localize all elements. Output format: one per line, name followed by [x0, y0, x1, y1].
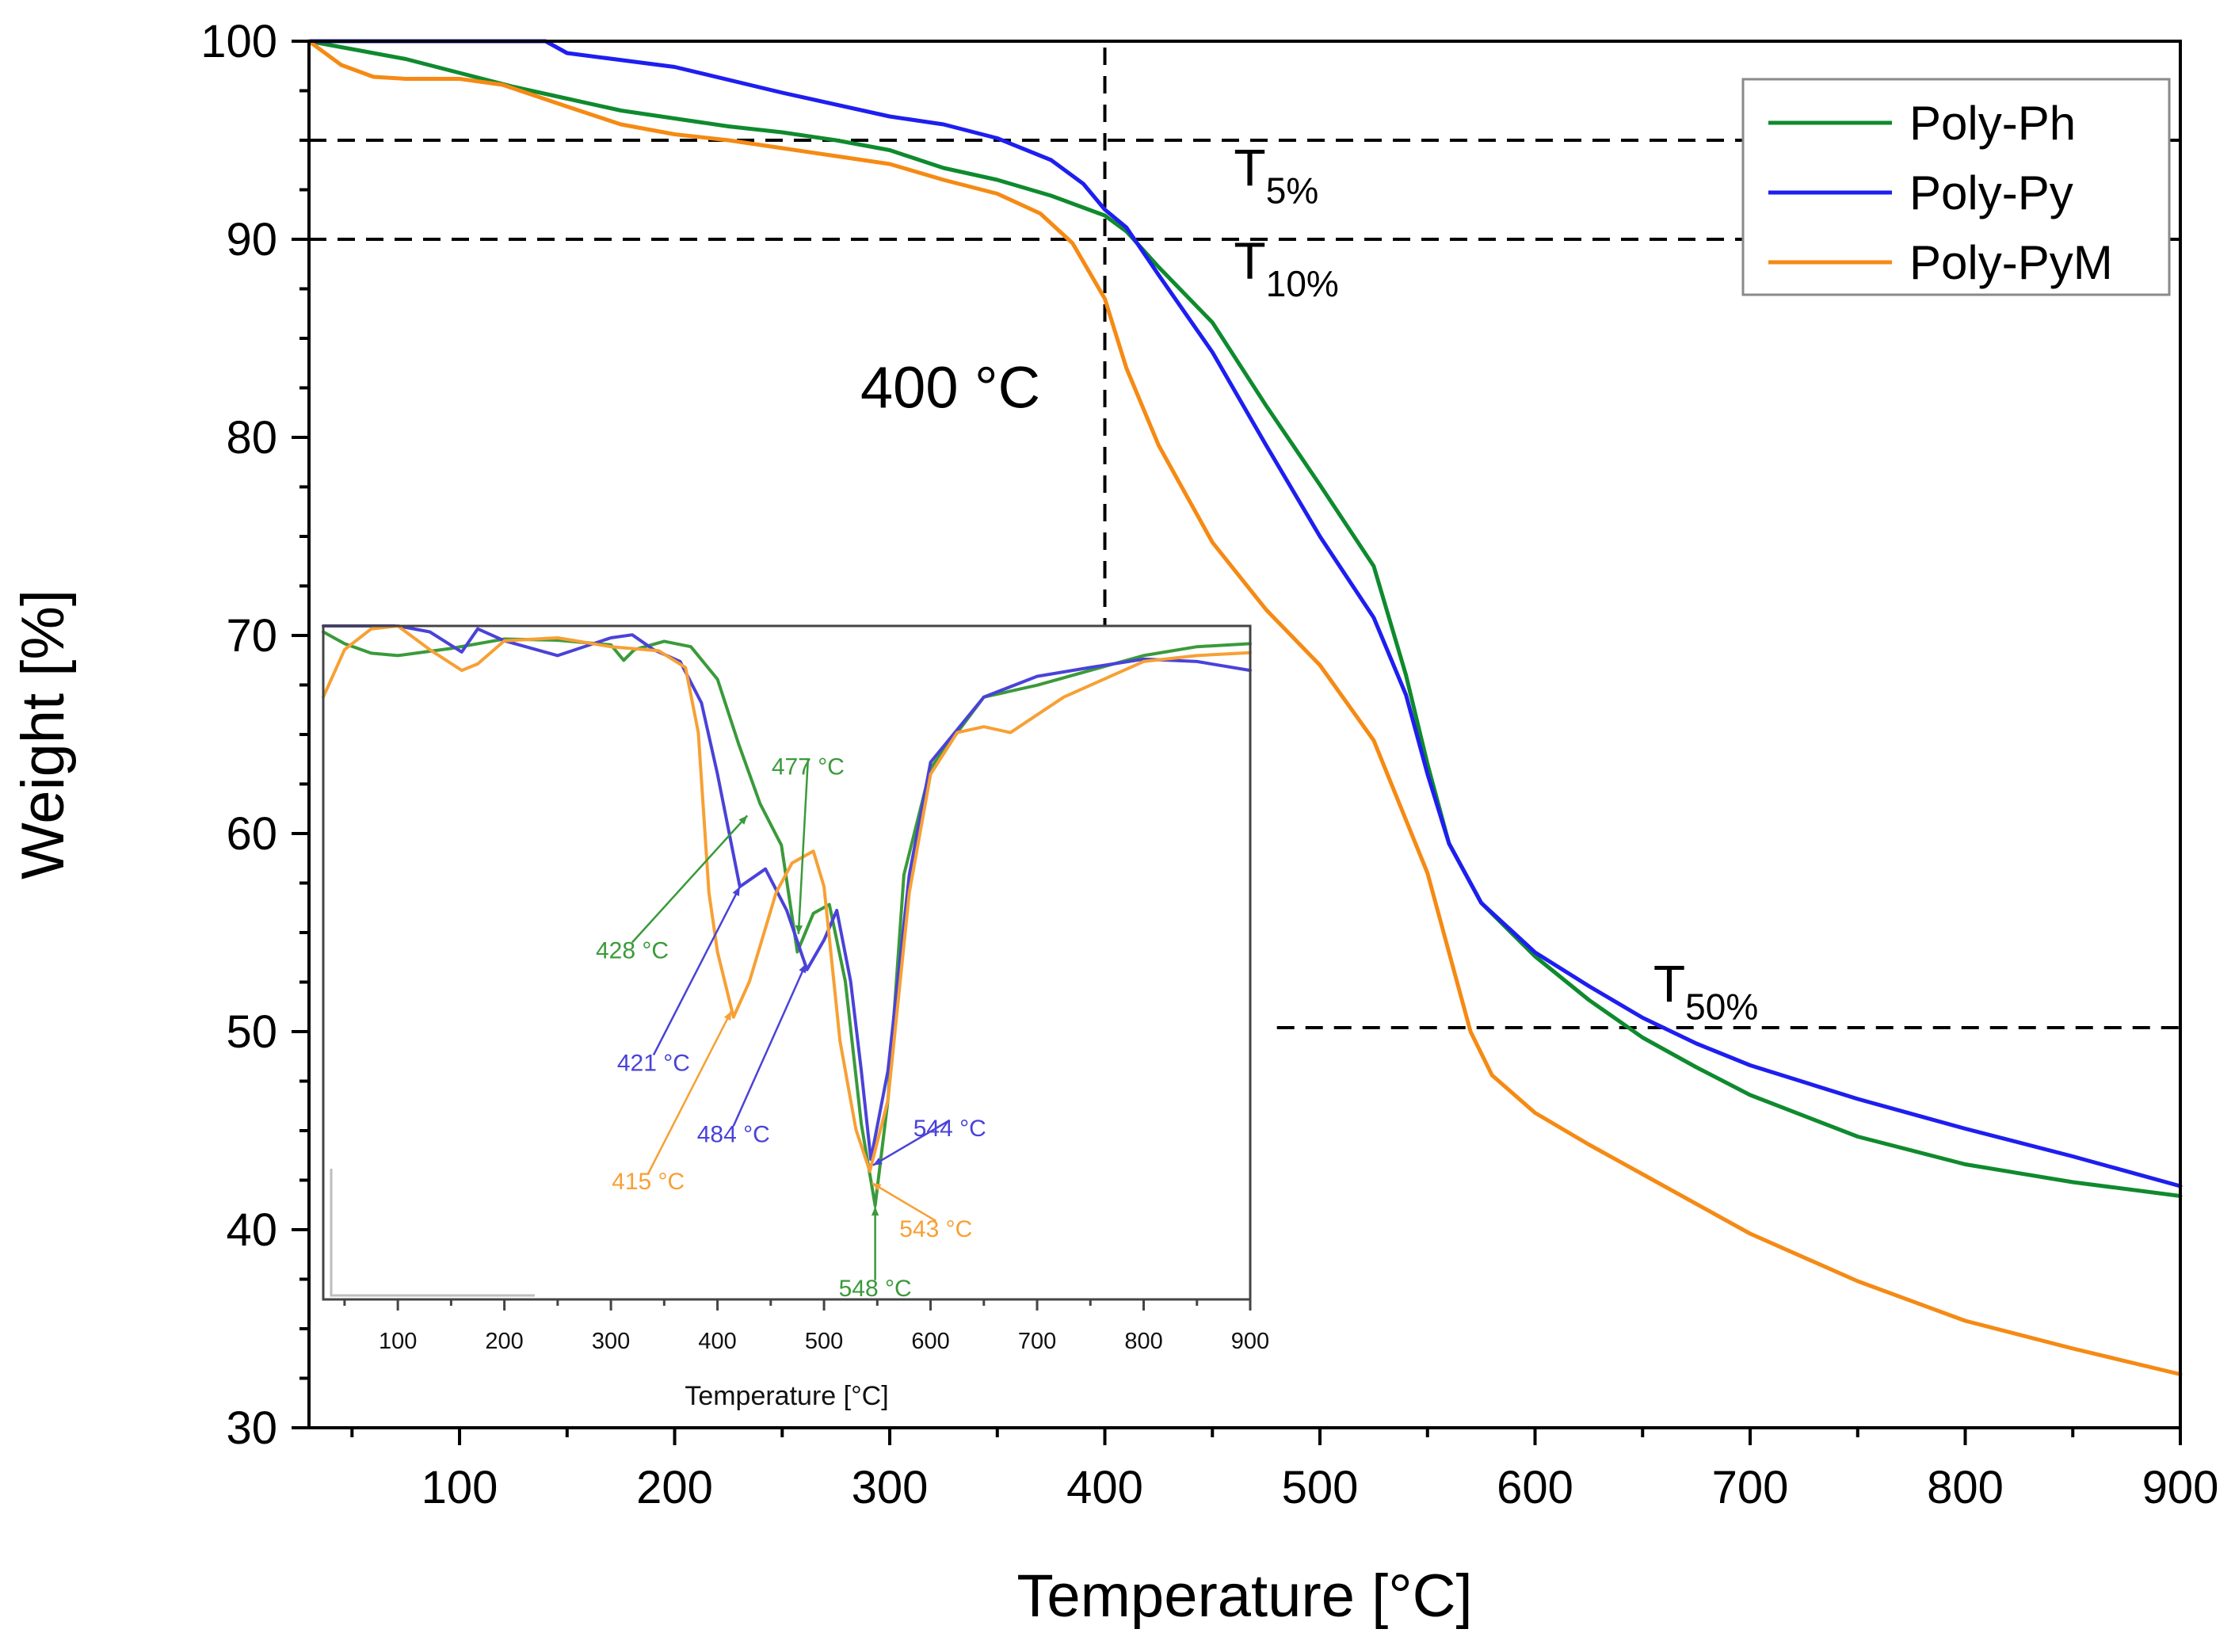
peak-arrowhead [795, 925, 803, 934]
peak-arrowhead [872, 1158, 883, 1166]
inset-axes: 100 200 300 400 500 600 700 800 900 Temperature [… [322, 624, 1269, 1411]
peak-arrowhead [738, 815, 748, 825]
legend: Poly-Ph Poly-Py Poly-PyM [1741, 78, 2171, 296]
peak-arrowhead [871, 1183, 882, 1191]
label-t10: T10% [1234, 231, 1338, 304]
inset-dtg-chart: 100 200 300 400 500 600 700 800 900 Temperature [… [322, 624, 1269, 1411]
inset-bracket [330, 1169, 535, 1297]
x-tick-label: 800 [1927, 1462, 2004, 1513]
y-tick-label: 70 [226, 610, 277, 662]
x-tick-label: 300 [852, 1462, 929, 1513]
series-line-poly-pym [307, 39, 2183, 1376]
inset-peak-labels: 428 °C 477 °C 421 °C 484 °C 544 °C 415 °C 543 … [596, 754, 986, 1302]
x-axis-title: Temperature [°C] [1016, 1562, 1472, 1630]
series-line-poly-py [307, 39, 2183, 1188]
label-t50: T50% [1653, 955, 1758, 1028]
label-t50-sub: 50% [1685, 986, 1758, 1028]
y-tick-label: 30 [226, 1402, 277, 1454]
label-v400: 400 °C [860, 355, 1040, 421]
x-tick-label: 900 [2142, 1462, 2219, 1513]
y-tick-label: 40 [226, 1204, 277, 1256]
label-t50-main: T [1653, 955, 1685, 1013]
peak-arrow [732, 963, 807, 1127]
x-tick-label: 400 [1066, 1462, 1143, 1513]
peak-arrowhead [799, 963, 807, 974]
main-series-group [307, 39, 2183, 1376]
inset-x-tick-label: 900 [1231, 1329, 1269, 1354]
x-tick-label: 700 [1712, 1462, 1789, 1513]
inset-series-line-poly-pym [322, 624, 1252, 1173]
x-tick-label: 600 [1497, 1462, 1573, 1513]
peak-arrow [631, 815, 749, 944]
legend-label: Poly-PyM [1909, 236, 2113, 289]
y-tick-label: 100 [200, 16, 277, 67]
main-axes: 100 200 300 400 500 600 700 800 900 30 40 50 60 70 80 9… [10, 16, 2218, 1630]
peak-label: 421 °C [617, 1051, 690, 1077]
peak-arrow [652, 886, 741, 1056]
label-t5: T5% [1234, 139, 1318, 212]
inset-x-tick-label: 400 [698, 1329, 736, 1354]
peak-label: 428 °C [596, 937, 669, 963]
peak-label: 548 °C [839, 1276, 912, 1302]
y-tick-label: 90 [226, 214, 277, 265]
peak-arrowhead [871, 1207, 879, 1216]
legend-box [1741, 78, 2171, 296]
peak-arrow [872, 1119, 951, 1166]
inset-x-tick-label: 800 [1124, 1329, 1162, 1354]
reference-lines [309, 41, 2180, 1029]
inset-x-tick-label: 100 [379, 1329, 417, 1354]
peak-label: 415 °C [612, 1169, 685, 1195]
peak-label: 484 °C [697, 1121, 770, 1147]
label-t10-sub: 10% [1266, 263, 1339, 304]
inset-series-group [322, 624, 1252, 1208]
inset-background [323, 626, 1250, 1299]
series-line-poly-ph [307, 39, 2183, 1198]
x-tick-label: 100 [421, 1462, 498, 1513]
main-chart: 100 200 300 400 500 600 700 800 900 30 40 50 60 70 80 9… [10, 16, 2218, 1630]
x-tick-label: 500 [1282, 1462, 1359, 1513]
peak-arrow [871, 1182, 936, 1223]
y-axis-title: Weight [%] [10, 589, 77, 879]
label-t5-sub: 5% [1266, 170, 1318, 212]
main-annotations: T5%T10%T50%400 °C [860, 139, 1758, 1028]
inset-x-tick-label: 300 [592, 1329, 630, 1354]
inset-x-tick-label: 500 [805, 1329, 843, 1354]
x-tick-label: 200 [636, 1462, 713, 1513]
inset-x-axis-title: Temperature [°C] [685, 1381, 888, 1411]
peak-arrowhead [723, 1011, 732, 1021]
y-tick-label: 80 [226, 412, 277, 464]
inset-x-tick-label: 200 [485, 1329, 523, 1354]
peak-arrow [647, 1010, 733, 1174]
y-tick-label: 60 [226, 808, 277, 860]
peak-arrow [797, 758, 810, 935]
peak-label: 543 °C [899, 1216, 972, 1242]
inset-x-tick-label: 700 [1018, 1329, 1056, 1354]
peak-label: 544 °C [913, 1116, 986, 1142]
y-tick-label: 50 [226, 1006, 277, 1058]
inset-x-tick-label: 600 [911, 1329, 949, 1354]
label-t10-main: T [1234, 231, 1265, 290]
label-t5-main: T [1234, 139, 1265, 197]
legend-label: Poly-Py [1909, 166, 2073, 219]
peak-label: 477 °C [772, 754, 845, 780]
legend-label: Poly-Ph [1909, 97, 2076, 150]
peak-arrowhead [732, 887, 740, 897]
inset-frame [322, 624, 1252, 1301]
